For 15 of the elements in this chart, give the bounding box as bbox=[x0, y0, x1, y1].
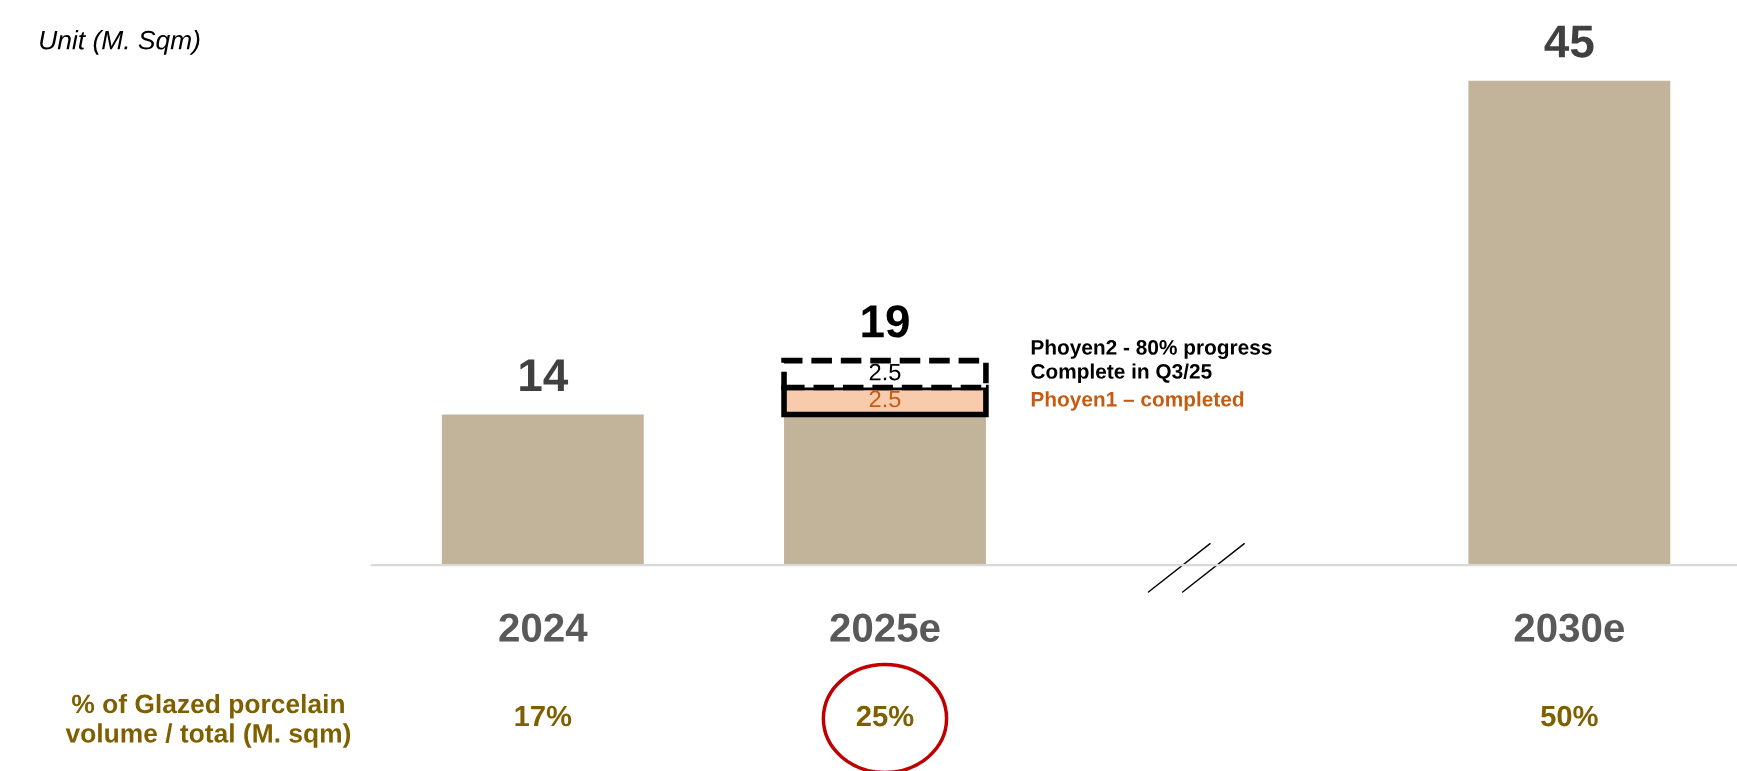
text: Unit (M. Sqm) bbox=[40, 30, 200, 55]
x-tick-label: 2024 bbox=[499, 613, 588, 642]
total-label: 19 bbox=[862, 305, 909, 338]
total-label: 45 bbox=[1544, 25, 1594, 58]
x-tick-label: 2030e bbox=[1514, 613, 1624, 643]
text: % of Glazed porcelain volume / total (M. sqm) bbox=[65, 693, 351, 748]
total-label: 14 bbox=[520, 359, 569, 391]
text: Phoyen1 – completed bbox=[1031, 391, 1244, 411]
data-label: 2.5 bbox=[869, 390, 901, 408]
text: 50% bbox=[1541, 705, 1598, 727]
text: Phoyen2 - 80% progress Complete in Q3/25 bbox=[1031, 339, 1272, 383]
data-label: 2.5 bbox=[869, 363, 901, 381]
text: 17% bbox=[515, 705, 572, 727]
text: 25% bbox=[856, 705, 914, 727]
x-tick-label: 2025e bbox=[830, 613, 940, 642]
